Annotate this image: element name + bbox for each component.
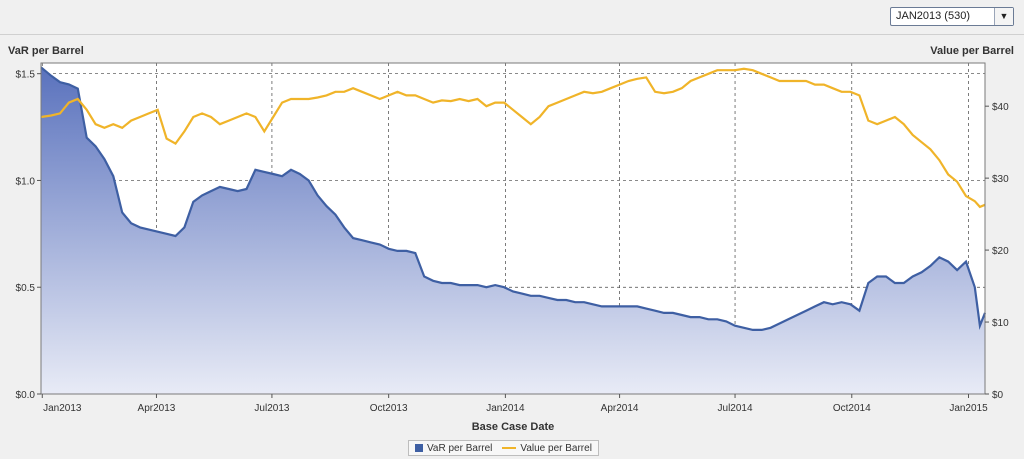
axis-ticks: Jan2013 Apr2013 Jul2013 Oct2013 Jan2014 Apr20… [16, 70, 1010, 414]
y-right-tick-label-4: $40 [992, 102, 1009, 113]
y-right-tick-label-3: $30 [992, 174, 1009, 185]
x-tick-label-6: Jul2014 [718, 403, 753, 414]
x-tick-label-2: Jul2013 [254, 403, 289, 414]
toolbar: JAN2013 (530) ▼ [0, 0, 1024, 35]
y-left-tick-label-1: $0.5 [16, 283, 36, 294]
y-right-tick-label-2: $20 [992, 246, 1009, 257]
x-tick-label-7: Oct2014 [833, 403, 871, 414]
left-axis-title: VaR per Barrel [8, 45, 84, 57]
x-tick-label-1: Apr2013 [138, 403, 176, 414]
legend-item-value[interactable]: Value per Barrel [502, 443, 592, 454]
value-series-line [40, 67, 986, 209]
y-left-tick-label-3: $1.5 [16, 70, 36, 81]
period-dropdown-value: JAN2013 (530) [896, 10, 970, 22]
legend-swatch-value [502, 447, 517, 449]
legend: VaR per Barrel Value per Barrel [408, 440, 599, 456]
y-left-tick-label-2: $1.0 [16, 176, 36, 187]
triangle-down-icon[interactable]: ▼ [994, 8, 1013, 25]
y-right-tick-label-0: $0 [992, 390, 1004, 401]
x-tick-label-8: Jan2015 [949, 403, 988, 414]
x-tick-label-5: Apr2014 [601, 403, 639, 414]
legend-swatch-var [415, 444, 423, 452]
legend-item-var[interactable]: VaR per Barrel [415, 443, 492, 454]
legend-label-var: VaR per Barrel [427, 442, 493, 454]
right-axis-title: Value per Barrel [930, 45, 1014, 57]
x-tick-label-4: Jan2014 [486, 403, 525, 414]
y-left-tick-label-0: $0.0 [16, 390, 36, 401]
var-area-fill [41, 67, 985, 395]
y-right-tick-label-1: $10 [992, 318, 1009, 329]
x-tick-label-3: Oct2013 [370, 403, 408, 414]
plot-border [40, 62, 986, 395]
x-tick-label-0: Jan2013 [43, 403, 82, 414]
x-axis-title: Base Case Date [472, 421, 555, 433]
period-dropdown[interactable]: JAN2013 (530) ▼ [890, 7, 1014, 26]
var-series-line [40, 66, 987, 331]
legend-label-value: Value per Barrel [520, 442, 592, 454]
